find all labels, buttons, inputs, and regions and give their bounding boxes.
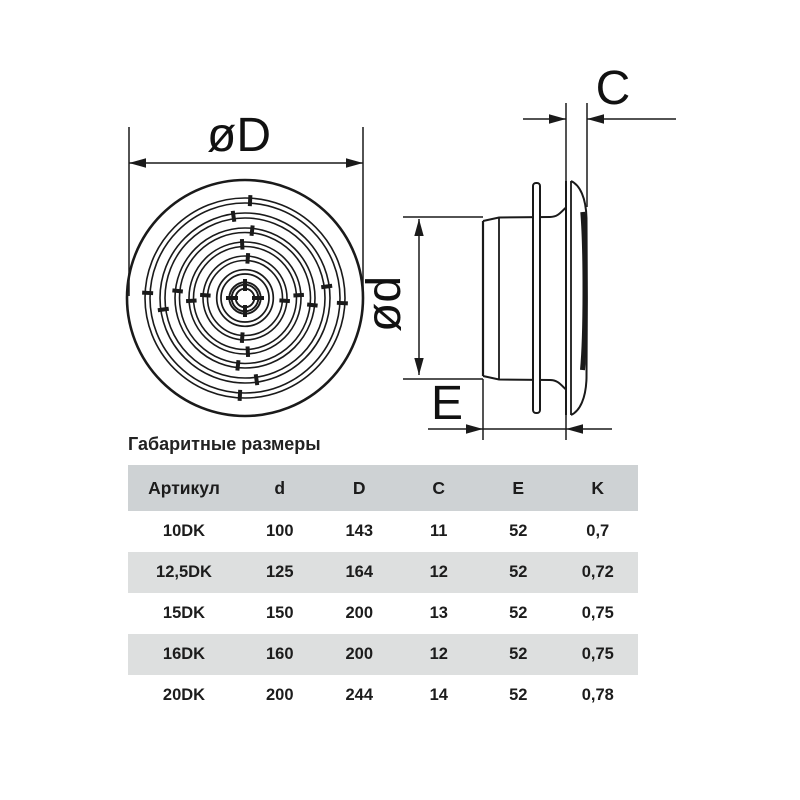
technical-drawing: øD — [125, 62, 676, 440]
dimensions-table: Артикул d D C E K 10DK 100 143 11 52 0,7… — [128, 465, 638, 716]
dimension-E: E — [428, 377, 612, 440]
col-header-C: C — [432, 477, 446, 498]
cell-K: 0,7 — [586, 522, 610, 540]
cell-D: 244 — [345, 686, 374, 704]
arrowhead-up-icon — [414, 219, 424, 236]
table-heading: Габаритные размеры — [128, 434, 321, 454]
dim-label-E: E — [431, 377, 463, 430]
arrowhead-down-icon — [414, 358, 424, 375]
cell-article: 12,5DK — [156, 563, 212, 581]
col-header-K: K — [591, 477, 605, 498]
side-view-profile — [481, 180, 588, 416]
cell-C: 14 — [429, 686, 448, 704]
cell-d: 100 — [265, 522, 294, 540]
col-header-D: D — [352, 477, 366, 498]
dome-shading — [580, 211, 588, 371]
col-header-E: E — [512, 477, 525, 498]
cell-article: 20DK — [162, 686, 206, 704]
cell-d: 150 — [265, 604, 294, 622]
cell-D: 200 — [345, 645, 374, 663]
cell-D: 164 — [345, 563, 374, 581]
cell-C: 12 — [429, 645, 448, 663]
arrowhead-right-icon — [549, 114, 566, 124]
flange-plate — [532, 182, 541, 414]
cell-E: 52 — [509, 604, 528, 622]
cell-K: 0,75 — [581, 604, 614, 622]
cell-E: 52 — [509, 645, 528, 663]
cell-article: 15DK — [162, 604, 206, 622]
arrowhead-left-icon — [566, 424, 583, 434]
cell-K: 0,72 — [581, 563, 614, 581]
arrowhead-right-icon — [346, 158, 363, 168]
arrowhead-left-icon — [129, 158, 146, 168]
table-row: 16DK 160 200 12 52 0,75 — [128, 634, 638, 675]
cell-C: 11 — [430, 522, 448, 540]
col-header-d: d — [274, 477, 286, 498]
cell-d: 200 — [265, 686, 294, 704]
table-header-row: Артикул d D C E K — [128, 465, 638, 511]
table-row: 20DK 200 244 14 52 0,78 — [128, 675, 638, 716]
arrowhead-right-icon — [466, 424, 483, 434]
col-header-article: Артикул — [148, 477, 220, 498]
table-row: 12,5DK 125 164 12 52 0,72 — [128, 552, 638, 593]
cell-C: 12 — [429, 563, 448, 581]
cell-article: 16DK — [162, 645, 206, 663]
cell-K: 0,75 — [581, 645, 614, 663]
cell-D: 200 — [345, 604, 374, 622]
table-row: 15DK 150 200 13 52 0,75 — [128, 593, 638, 634]
front-view-grille — [125, 178, 365, 418]
arrowhead-left-icon — [587, 114, 604, 124]
cell-d: 125 — [265, 563, 294, 581]
dimension-oD: øD — [128, 109, 364, 296]
cell-E: 52 — [509, 686, 528, 704]
dim-label-oD: øD — [207, 109, 271, 162]
cell-K: 0,78 — [581, 686, 614, 704]
dim-label-C: C — [596, 62, 631, 115]
cell-E: 52 — [509, 563, 528, 581]
cell-D: 143 — [345, 522, 374, 540]
cell-C: 13 — [429, 604, 448, 622]
cell-d: 160 — [265, 645, 294, 663]
dimension-od: ød — [358, 216, 483, 380]
cell-article: 10DK — [162, 522, 206, 540]
louver-ticks — [142, 195, 348, 401]
dimension-C: C — [523, 62, 676, 207]
cell-E: 52 — [509, 522, 528, 540]
dim-label-od: ød — [358, 276, 411, 332]
table-row: 10DK 100 143 11 52 0,7 — [128, 511, 638, 552]
